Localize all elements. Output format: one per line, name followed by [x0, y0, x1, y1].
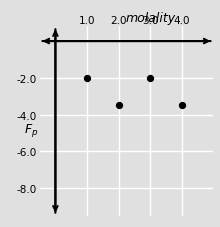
Text: $F_p$: $F_p$ [24, 121, 38, 138]
Text: molality: molality [125, 12, 175, 25]
Point [85, 77, 89, 80]
Point [180, 104, 183, 108]
Point [148, 77, 152, 80]
Point [117, 104, 120, 108]
